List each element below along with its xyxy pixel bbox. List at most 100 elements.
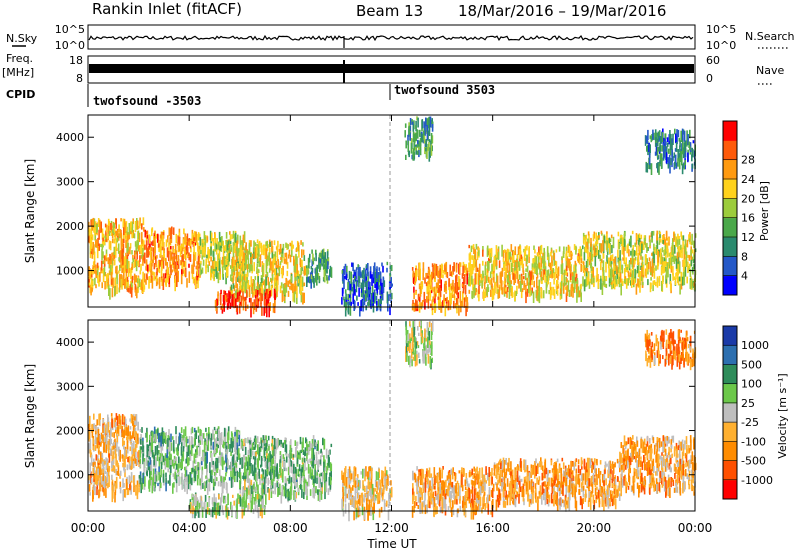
range-gate-cell [115, 428, 117, 434]
range-gate-cell [123, 489, 125, 498]
range-gate-cell [100, 451, 102, 464]
range-gate-cell [225, 472, 227, 477]
range-gate-cell [279, 455, 282, 463]
range-gate-cell [621, 280, 624, 286]
range-gate-cell [250, 479, 253, 486]
range-gate-cell [206, 435, 208, 445]
range-gate-cell [129, 418, 131, 422]
range-gate-cell [136, 484, 139, 495]
range-gate-cell [191, 426, 194, 434]
range-gate-cell [236, 248, 239, 253]
range-gate-cell [427, 299, 430, 309]
range-gate-cell [362, 280, 364, 292]
range-gate-cell [98, 461, 100, 465]
range-gate-cell [294, 262, 297, 273]
range-gate-cell [268, 305, 270, 318]
range-gate-cell [243, 231, 246, 243]
range-gate-cell [261, 478, 264, 485]
range-gate-cell [621, 278, 623, 285]
range-gate-cell [270, 277, 272, 282]
range-gate-cell [102, 237, 104, 242]
range-gate-cell [95, 284, 97, 289]
range-gate-cell [123, 264, 126, 273]
range-gate-cell [510, 280, 513, 284]
range-gate-cell [310, 461, 313, 465]
range-gate-cell [651, 252, 653, 256]
range-gate-cell [124, 418, 127, 428]
range-gate-cell [90, 239, 93, 249]
range-gate-cell [214, 261, 217, 271]
range-gate-cell [587, 276, 590, 284]
colorbar-swatch [723, 237, 737, 257]
range-gate-cell [126, 489, 129, 496]
range-gate-cell [196, 264, 199, 276]
range-gate-cell [295, 491, 297, 499]
range-gate-cell [672, 251, 674, 262]
range-gate-cell [421, 300, 424, 307]
range-gate-cell [637, 252, 639, 264]
range-gate-cell [291, 462, 293, 474]
range-gate-cell [267, 487, 269, 493]
range-gate-cell [111, 468, 113, 472]
range-gate-cell [206, 254, 208, 259]
range-gate-cell [222, 247, 225, 258]
range-gate-cell [270, 454, 272, 467]
range-gate-cell [211, 475, 213, 484]
range-gate-cell [257, 276, 259, 286]
range-gate-cell [578, 290, 581, 298]
range-gate-cell [327, 488, 330, 495]
range-gate-cell [177, 456, 180, 463]
range-gate-cell [119, 473, 121, 479]
range-gate-cell [360, 300, 362, 312]
range-gate-cell [501, 287, 504, 295]
range-gate-cell [132, 459, 135, 463]
range-gate-cell [257, 290, 259, 296]
date-range: 18/Mar/2016 – 19/Mar/2016 [458, 2, 666, 20]
range-gate-cell [293, 263, 296, 273]
range-gate-cell [538, 292, 541, 304]
range-gate-cell [672, 273, 674, 281]
range-gate-cell [426, 118, 428, 125]
range-gate-cell [493, 285, 496, 296]
range-gate-cell [343, 266, 346, 275]
range-gate-cell [197, 426, 200, 433]
range-gate-cell [274, 459, 276, 467]
range-gate-cell [586, 241, 588, 248]
range-gate-cell [279, 483, 281, 495]
range-gate-cell [289, 254, 292, 263]
range-gate-cell [266, 245, 269, 252]
range-gate-cell [127, 242, 129, 252]
range-gate-cell [355, 267, 358, 271]
range-gate-cell [137, 433, 139, 445]
range-gate-cell [183, 228, 185, 235]
range-gate-cell [142, 255, 144, 266]
range-gate-cell [262, 281, 265, 286]
range-gate-cell [214, 476, 216, 482]
range-gate-cell [603, 235, 606, 243]
range-gate-cell [96, 437, 99, 449]
range-gate-cell [465, 305, 467, 317]
range-gate-cell [267, 302, 270, 307]
range-gate-cell [252, 279, 254, 287]
range-gate-cell [226, 449, 228, 459]
range-gate-cell [304, 462, 306, 472]
range-gate-cell [309, 468, 312, 478]
range-gate-cell [312, 253, 314, 262]
range-gate-cell [533, 280, 535, 288]
range-gate-cell [131, 221, 134, 233]
range-gate-cell [561, 257, 563, 265]
range-gate-cell [203, 440, 206, 453]
colorbar-swatch [723, 275, 737, 296]
range-gate-cell [119, 250, 122, 261]
range-gate-cell [212, 251, 215, 261]
range-gate-cell [503, 281, 506, 285]
range-gate-cell [170, 463, 172, 474]
range-gate-cell [318, 491, 321, 502]
range-gate-cell [372, 305, 375, 313]
range-gate-cell [471, 255, 473, 260]
range-gate-cell [450, 271, 452, 277]
range-gate-cell [544, 271, 546, 283]
range-gate-cell [104, 460, 106, 465]
range-gate-cell [181, 472, 183, 485]
range-gate-cell [646, 146, 648, 152]
